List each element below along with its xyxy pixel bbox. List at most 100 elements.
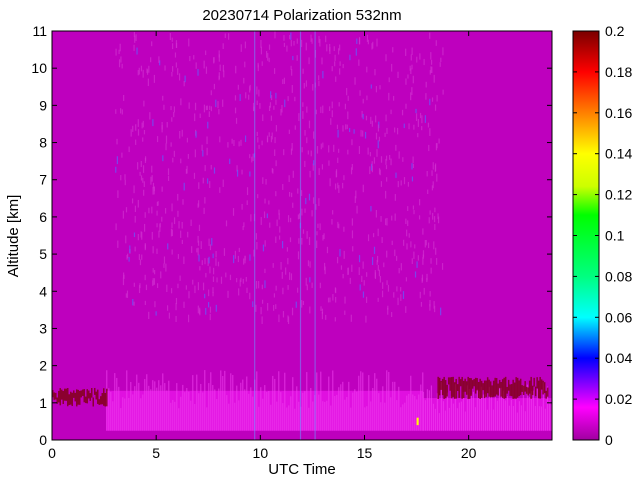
signal-speck [238,141,240,147]
signal-speck [351,163,353,170]
signal-speck [252,153,254,162]
signal-speck [271,132,273,140]
signal-speck [202,150,204,157]
signal-speck [222,43,224,49]
signal-speck [142,137,144,142]
signal-speck [394,127,396,133]
signal-speck [233,255,235,264]
signal-speck [335,169,338,178]
signal-speck [413,124,415,130]
bl-streak [386,370,388,431]
bl-top-strip [471,380,474,389]
signal-speck [344,296,346,304]
signal-speck [194,102,197,111]
bl-streak [142,394,144,431]
signal-speck [394,213,396,221]
signal-speck [275,304,277,310]
signal-speck [144,223,146,232]
signal-speck [304,129,306,136]
signal-speck [154,301,156,308]
signal-speck [121,109,123,115]
signal-speck [171,222,173,229]
signal-speck [150,57,152,63]
signal-speck [346,124,348,130]
bl-streak [440,382,443,431]
bl-streak [544,408,547,431]
signal-speck [260,307,262,315]
bl-streak [196,374,198,431]
signal-speck [350,314,352,322]
signal-speck [290,65,292,70]
signal-speck [142,120,144,128]
bl-streak [470,394,473,431]
signal-speck [197,203,199,208]
signal-speck [280,109,282,116]
signal-speck [126,290,129,298]
signal-speck [274,149,276,156]
signal-speck [407,220,409,227]
signal-speck [164,65,166,71]
bl-streak [192,375,194,431]
bl-streak [286,407,288,431]
bl-streak [132,394,134,431]
signal-speck [349,277,351,284]
signal-speck [321,164,323,170]
signal-speck [197,305,199,314]
signal-speck [307,260,310,267]
signal-speck [331,110,333,118]
signal-speck [187,314,190,323]
signal-speck [395,144,397,151]
bl-streak [428,390,431,431]
signal-speck [292,202,294,208]
bl-streak [372,388,374,431]
signal-speck [264,198,266,204]
signal-speck [430,258,432,264]
signal-speck [183,301,185,308]
signal-speck [145,284,148,291]
signal-speck [218,54,220,62]
bl-top-strip [519,378,522,396]
bl-top-strip [455,378,457,399]
signal-speck [386,177,388,182]
signal-speck [143,189,145,196]
signal-speck [149,112,151,120]
signal-speck [342,182,344,189]
signal-speck [335,288,337,294]
signal-speck [434,224,436,230]
bl-top-strip [522,385,525,396]
bl-top-strip [452,376,454,397]
signal-speck [374,272,377,280]
signal-speck [427,189,429,194]
signal-speck [153,278,156,285]
signal-speck [308,120,311,129]
signal-speck [208,289,210,297]
signal-speck [301,299,303,308]
bl-streak [118,386,120,431]
bl-streak [292,377,294,431]
signal-speck [210,106,213,112]
bl-streak [530,391,533,431]
colorbar-tick-label: 0.02 [605,391,632,407]
bl-streak [262,398,264,431]
signal-speck [391,240,393,246]
signal-speck [132,298,134,306]
signal-speck [166,122,168,128]
bl-streak [168,380,170,431]
signal-speck [137,162,139,170]
bl-streak [324,401,326,431]
bl-top-strip [479,378,481,399]
signal-speck [354,77,356,85]
signal-speck [322,70,324,79]
signal-speck [432,212,434,220]
signal-speck [302,102,304,107]
signal-speck [249,171,251,177]
signal-speck [122,277,125,286]
signal-speck [275,125,278,132]
signal-speck [278,209,280,215]
signal-speck [290,273,293,281]
signal-speck [419,53,421,60]
signal-speck [218,72,220,80]
signal-speck [332,294,334,301]
signal-speck [287,285,289,290]
signal-speck [380,156,383,163]
